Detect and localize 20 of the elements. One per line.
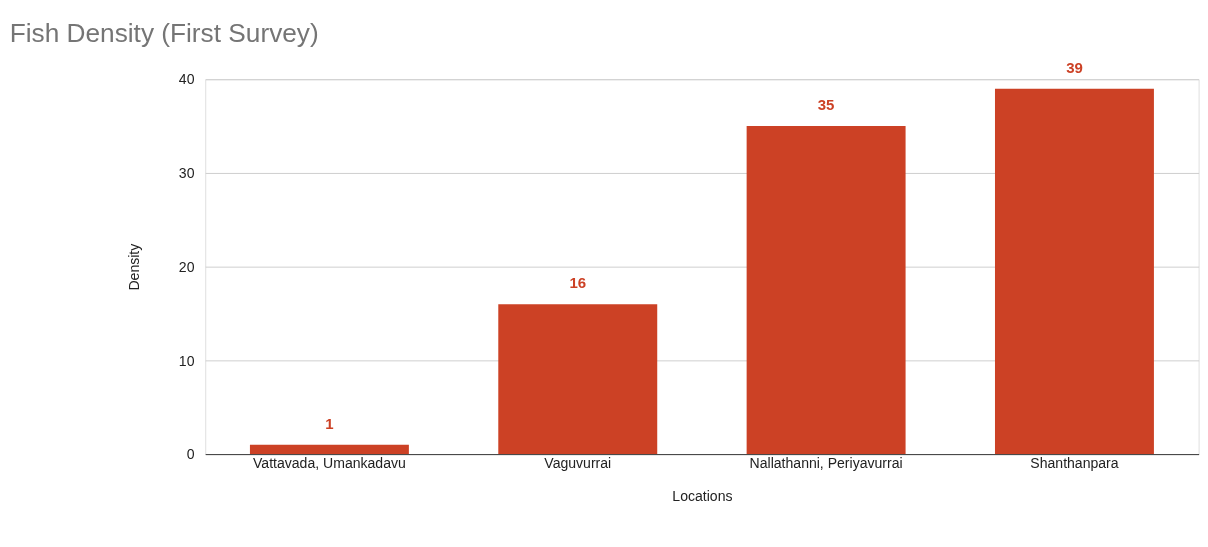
chart-title: Fish Density (First Survey) (9, 17, 319, 48)
y-tick-label: 40 (178, 71, 195, 88)
bar (746, 126, 906, 455)
x-tick-label: Shanthanpara (1030, 454, 1119, 471)
x-tick-label: Nallathanni, Periyavurrai (749, 454, 903, 471)
x-axis-title: Locations (672, 487, 733, 504)
y-tick-label: 30 (178, 165, 195, 182)
data-label: 35 (817, 96, 835, 114)
y-axis-title: Density (125, 243, 142, 291)
x-tick-label: Vattavada, Umankadavu (253, 454, 406, 471)
bar (498, 304, 658, 455)
y-tick-label: 0 (186, 446, 195, 463)
x-tick-label: Vaguvurrai (544, 454, 612, 471)
data-label: 16 (569, 274, 587, 292)
bar (994, 88, 1154, 455)
data-label: 1 (325, 414, 334, 432)
y-tick-label: 20 (178, 258, 195, 275)
y-tick-label: 10 (178, 352, 195, 369)
data-label: 39 (1066, 58, 1083, 76)
bar (249, 444, 409, 455)
